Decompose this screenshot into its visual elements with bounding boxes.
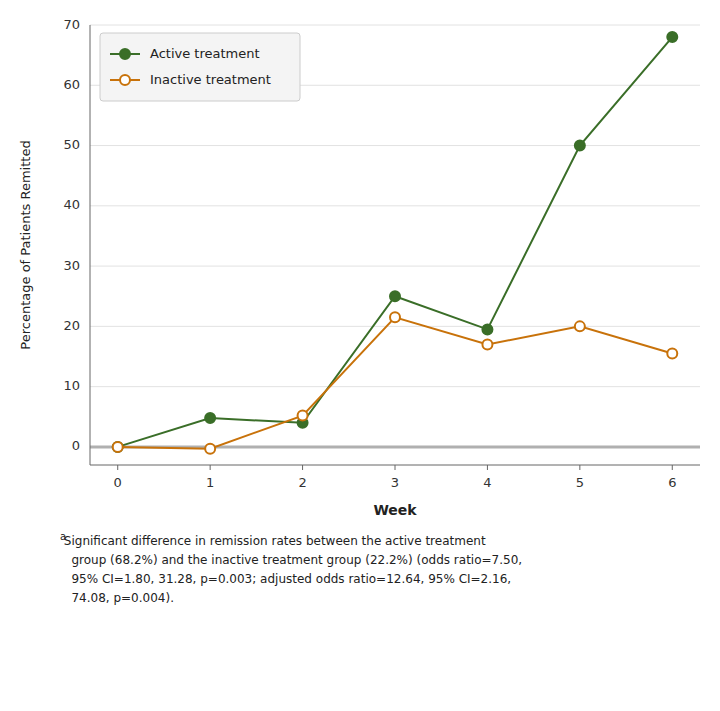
data-point [205, 413, 215, 423]
x-tick [117, 465, 118, 470]
grid-line [90, 145, 700, 146]
footnote-line: 95% CI=1.80, 31.28, p=0.003; adjusted od… [60, 572, 511, 586]
data-point [390, 312, 400, 322]
legend-marker [120, 75, 130, 85]
x-axis-label: Week [373, 502, 417, 518]
x-tick [487, 465, 488, 470]
x-tick-label: 5 [576, 475, 584, 490]
x-tick [672, 465, 673, 470]
grid-line [90, 386, 700, 387]
data-point [390, 291, 400, 301]
y-tick-label: 70 [63, 17, 80, 32]
data-point [482, 339, 492, 349]
legend-label: Active treatment [150, 46, 260, 61]
x-tick-label: 2 [298, 475, 306, 490]
x-tick-label: 4 [483, 475, 491, 490]
data-point [482, 324, 492, 334]
legend-box [100, 33, 300, 101]
legend: Active treatment Inactive treatment [100, 33, 300, 101]
y-tick-label: 40 [63, 197, 80, 212]
y-axis-label: Percentage of Patients Remitted [18, 140, 33, 349]
y-tick-label: 50 [63, 137, 80, 152]
data-point [667, 348, 677, 358]
x-tick [395, 465, 396, 470]
x-axis-line [90, 465, 700, 466]
grid-line [90, 266, 700, 267]
footnote-line: group (68.2%) and the inactive treatment… [60, 553, 522, 567]
y-tick-label: 0 [72, 438, 80, 453]
data-point [575, 141, 585, 151]
grid-line [90, 205, 700, 206]
data-point [298, 411, 308, 421]
series-line [118, 317, 673, 448]
footnote-line: Significant difference in remission rate… [60, 534, 486, 548]
legend-label: Inactive treatment [150, 72, 271, 87]
legend-marker [120, 49, 130, 59]
grid-line [90, 326, 700, 327]
x-tick [210, 465, 211, 470]
x-tick-label: 6 [668, 475, 676, 490]
chart: 0 10 20 30 40 50 60 70 0 1 2 3 4 5 6 Week Percentage of … [0, 0, 720, 711]
grid-line [90, 25, 700, 26]
data-point [667, 32, 677, 42]
data-point [575, 321, 585, 331]
y-axis-line [90, 25, 91, 465]
data-point [205, 444, 215, 454]
y-tick-label: 30 [63, 258, 80, 273]
data-point [113, 442, 123, 452]
x-tick [579, 465, 580, 470]
x-tick-label: 3 [391, 475, 399, 490]
data-point [113, 442, 123, 452]
x-tick-label: 1 [206, 475, 214, 490]
x-tick-label: 0 [114, 475, 122, 490]
y-tick-label: 20 [63, 318, 80, 333]
x-tick [302, 465, 303, 470]
y-tick-label: 60 [63, 77, 80, 92]
y-tick-label: 10 [63, 378, 80, 393]
footnote-line: 74.08, p=0.004). [60, 591, 174, 605]
